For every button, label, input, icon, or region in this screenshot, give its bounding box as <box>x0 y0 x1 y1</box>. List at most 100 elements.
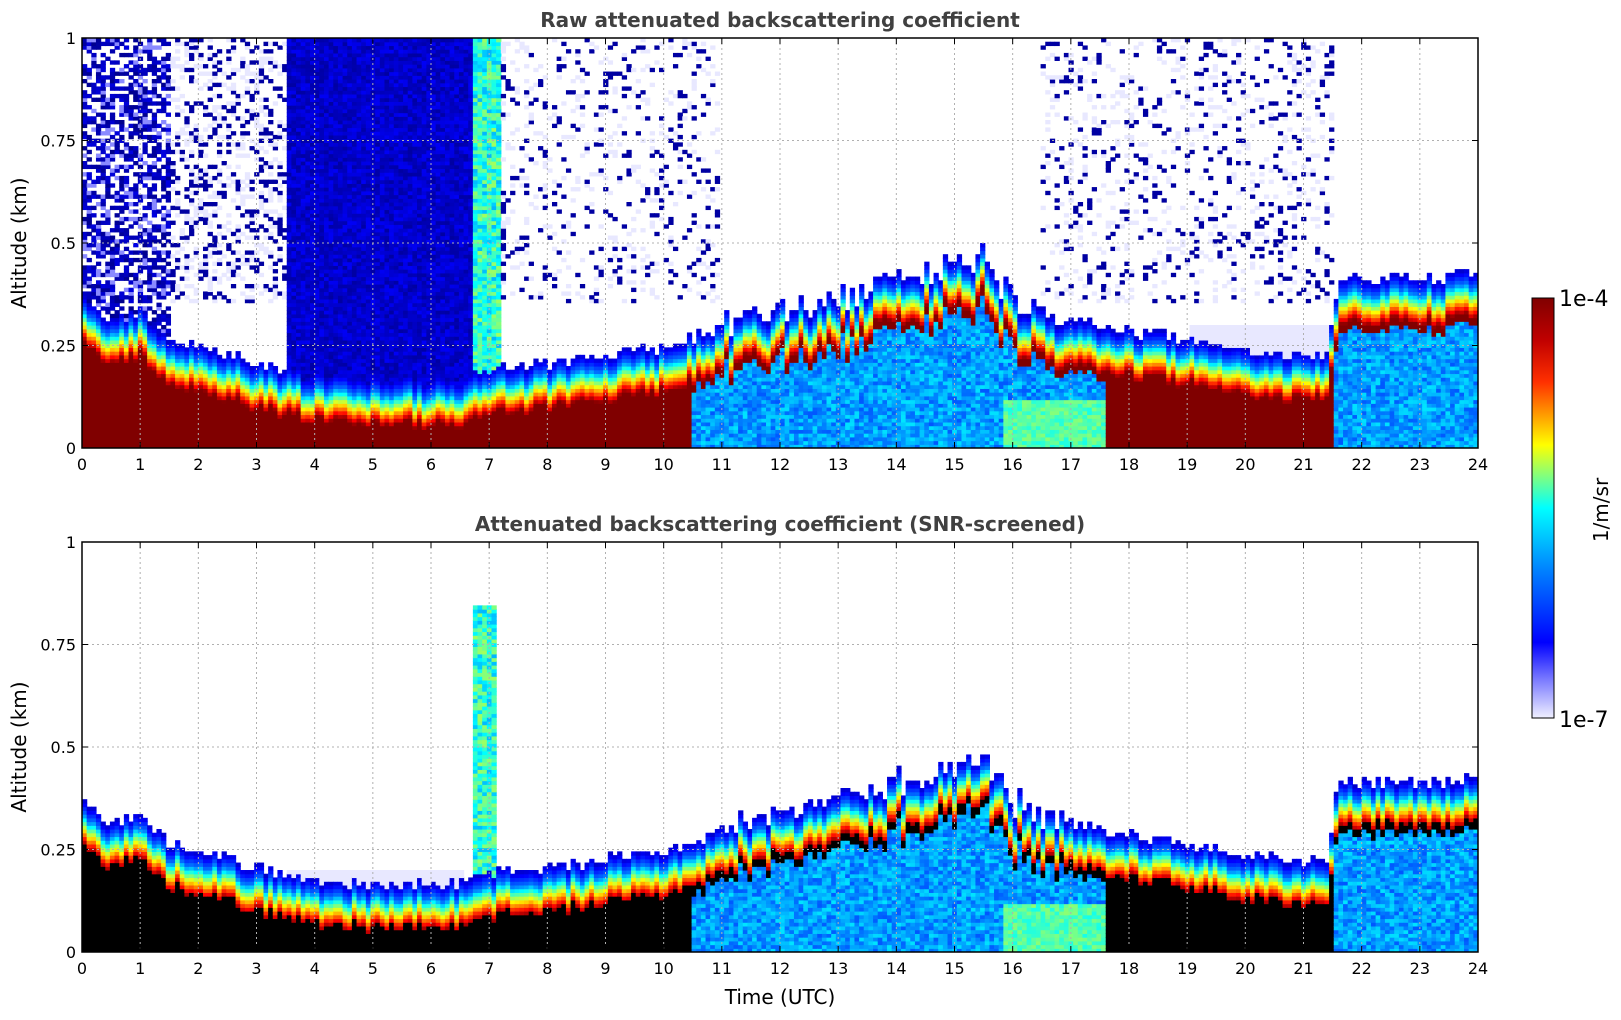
heatmap-cell <box>300 284 306 289</box>
heatmap-cell <box>82 351 88 356</box>
heatmap-cell <box>133 373 139 378</box>
heatmap-cell <box>151 71 158 76</box>
heatmap-cell <box>305 407 311 412</box>
heatmap-cell <box>337 190 344 196</box>
heatmap-cell <box>319 205 325 211</box>
heatmap-cell <box>282 276 288 281</box>
heatmap-cell <box>119 347 125 352</box>
heatmap-cell <box>119 276 125 281</box>
heatmap-cell <box>86 172 92 177</box>
heatmap-cell <box>351 172 358 177</box>
heatmap-cell <box>249 220 255 225</box>
heatmap-cell <box>198 209 204 214</box>
heatmap-cell <box>314 134 320 140</box>
heatmap-cell <box>347 343 353 348</box>
heatmap-cell <box>347 243 353 248</box>
heatmap-cell <box>165 384 172 389</box>
heatmap-cell <box>202 380 209 386</box>
heatmap-cell <box>319 421 325 427</box>
heatmap-cell <box>370 49 376 54</box>
heatmap-cell <box>82 254 88 259</box>
heatmap-cell <box>342 373 348 378</box>
heatmap-cell <box>323 231 330 237</box>
heatmap-cell <box>147 343 153 348</box>
heatmap-cell <box>156 373 162 378</box>
heatmap-cell <box>156 362 162 367</box>
heatmap-cell <box>323 79 330 84</box>
heatmap-cell <box>310 298 316 304</box>
heatmap-cell <box>319 336 325 341</box>
heatmap-cell <box>175 142 181 147</box>
heatmap-cell <box>86 339 92 345</box>
heatmap-cell <box>319 153 325 158</box>
heatmap-cell <box>268 436 274 442</box>
heatmap-cell <box>175 436 181 442</box>
heatmap-cell <box>375 373 381 378</box>
heatmap-cell <box>216 123 223 129</box>
heatmap-cell <box>82 354 88 360</box>
heatmap-cell <box>291 209 297 214</box>
heatmap-cell <box>291 418 297 423</box>
heatmap-cell <box>319 131 325 136</box>
heatmap-cell <box>244 64 251 69</box>
heatmap-cell <box>147 101 153 106</box>
heatmap-cell <box>216 366 223 371</box>
heatmap-cell <box>114 146 120 151</box>
heatmap-cell <box>370 220 376 225</box>
heatmap-cell <box>268 418 274 423</box>
heatmap-cell <box>86 224 92 229</box>
heatmap-cell <box>114 336 120 341</box>
heatmap-cell <box>105 265 111 270</box>
heatmap-cell <box>319 254 325 259</box>
heatmap-cell <box>356 67 362 73</box>
heatmap-cell <box>119 272 125 278</box>
heatmap-cell <box>333 179 339 184</box>
heatmap-cell <box>342 120 348 125</box>
heatmap-cell <box>314 90 320 95</box>
heatmap-cell <box>133 183 139 188</box>
heatmap-cell <box>333 146 339 151</box>
heatmap-cell <box>296 250 302 255</box>
heatmap-cell <box>151 354 158 360</box>
heatmap-cell <box>305 388 311 393</box>
heatmap-cell <box>268 224 274 229</box>
heatmap-cell <box>375 310 381 315</box>
heatmap-cell <box>128 429 134 434</box>
heatmap-cell <box>286 194 292 199</box>
heatmap-cell <box>91 339 97 345</box>
heatmap-cell <box>296 440 302 445</box>
heatmap-cell <box>286 101 292 106</box>
heatmap-cell <box>240 399 246 404</box>
heatmap-cell <box>82 339 88 345</box>
heatmap-cell <box>179 425 185 430</box>
heatmap-cell <box>95 123 102 129</box>
heatmap-cell <box>286 38 292 43</box>
heatmap-cell <box>314 116 320 121</box>
heatmap-cell <box>82 336 88 341</box>
heatmap-cell <box>323 298 330 304</box>
heatmap-cell <box>82 172 88 177</box>
heatmap-cell <box>310 209 316 214</box>
heatmap-cell <box>128 272 134 278</box>
heatmap-cell <box>314 205 320 211</box>
heatmap-cell <box>86 134 92 140</box>
heatmap-cell <box>161 164 167 170</box>
heatmap-cell <box>114 317 120 322</box>
heatmap-cell <box>226 213 232 218</box>
heatmap-cell <box>361 45 367 50</box>
heatmap-cell <box>351 272 358 278</box>
heatmap-cell <box>91 269 97 274</box>
heatmap-cell <box>328 75 334 80</box>
heatmap-cell <box>165 56 172 61</box>
heatmap-cell <box>296 228 302 233</box>
heatmap-cell <box>351 306 358 311</box>
heatmap-cell <box>82 116 88 121</box>
heatmap-cell <box>119 317 125 322</box>
heatmap-cell <box>105 287 111 293</box>
heatmap-cell <box>347 202 353 207</box>
heatmap-cell <box>310 231 316 237</box>
heatmap-cell <box>198 366 204 371</box>
heatmap-cell <box>337 284 344 289</box>
heatmap-cell <box>202 421 209 427</box>
heatmap-cell <box>86 41 92 47</box>
